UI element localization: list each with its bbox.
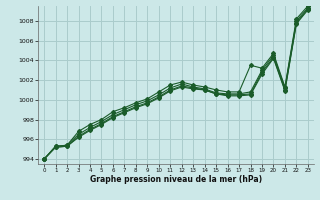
X-axis label: Graphe pression niveau de la mer (hPa): Graphe pression niveau de la mer (hPa) — [90, 175, 262, 184]
